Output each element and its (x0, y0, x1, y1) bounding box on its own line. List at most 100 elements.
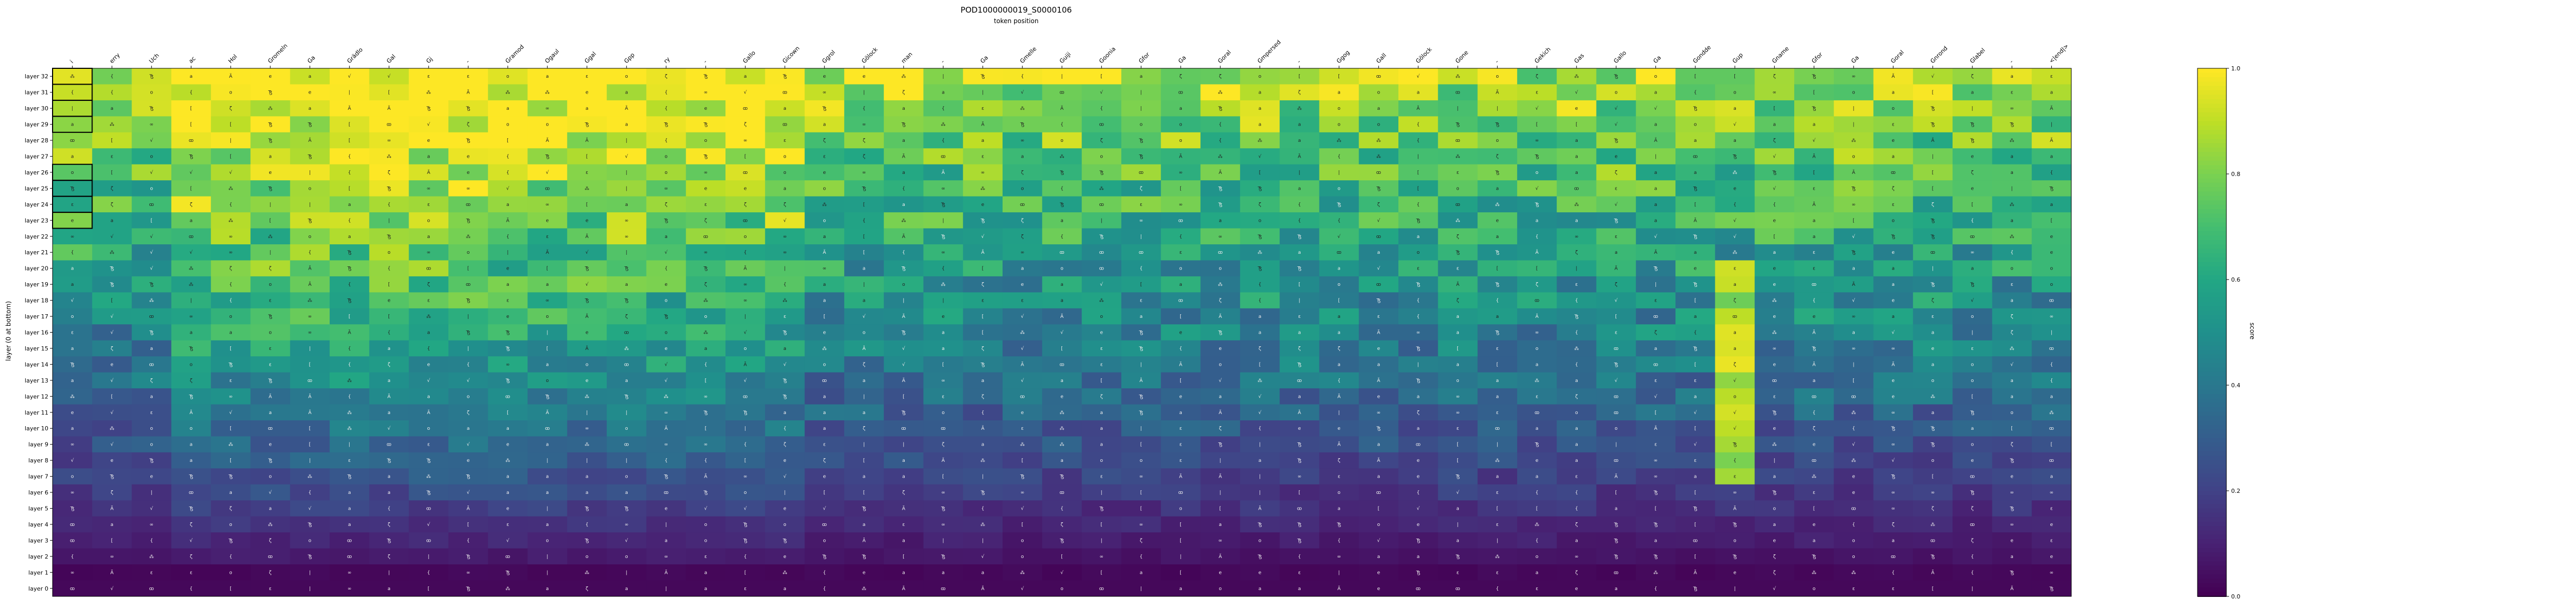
heatmap-cell (171, 356, 211, 373)
heatmap-cell (1200, 420, 1241, 437)
heatmap-cell (1121, 196, 1161, 213)
cell-glyph: a (823, 298, 826, 304)
x-tick-label: Goonia (1098, 46, 1117, 65)
heatmap-cell (53, 68, 93, 85)
cell-glyph: ε (1654, 298, 1657, 304)
cell-glyph: √ (150, 266, 153, 272)
heatmap-cell (171, 100, 211, 117)
heatmap-cell (211, 116, 251, 133)
cell-glyph: o (506, 122, 509, 128)
cell-glyph: ζ (1931, 298, 1934, 304)
heatmap-cell (1358, 244, 1399, 261)
heatmap-cell (1477, 324, 1518, 341)
heatmap-cell (646, 196, 687, 213)
cell-glyph: { (2050, 378, 2053, 384)
heatmap-cell (1319, 420, 1359, 437)
cell-glyph: Ã (1496, 90, 1499, 96)
cell-glyph: ζ (1100, 138, 1103, 143)
cell-glyph: ∞ (1535, 331, 1539, 336)
heatmap-cell (527, 132, 568, 149)
cell-glyph: ⁂ (1535, 522, 1539, 528)
heatmap-cell (884, 260, 924, 277)
heatmap-cell (1635, 372, 1676, 389)
cell-glyph: ∞ (1654, 458, 1658, 463)
heatmap-cell (53, 372, 93, 389)
heatmap-cell (725, 84, 765, 101)
heatmap-cell (1161, 68, 1201, 85)
cell-glyph: Ã (902, 154, 906, 160)
cell-glyph: { (783, 426, 786, 431)
heatmap-cell (963, 260, 1003, 277)
heatmap-cell (1358, 292, 1399, 309)
heatmap-cell (1754, 308, 1795, 325)
heatmap-cell (765, 324, 805, 341)
cell-glyph: ∞ (229, 234, 233, 240)
heatmap-cell (408, 180, 449, 197)
cell-glyph: ζ (190, 378, 192, 384)
heatmap-cell (527, 308, 568, 325)
cell-glyph: Ã (1298, 154, 1302, 160)
heatmap-cell (1240, 356, 1280, 373)
heatmap-cell (290, 228, 330, 245)
cell-glyph: Ꜩ (1930, 234, 1935, 240)
cell-glyph: √ (387, 426, 391, 431)
colorbar-label: score (2248, 323, 2256, 339)
cell-glyph: Ꜩ (1732, 154, 1737, 160)
cell-glyph: ꝏ (347, 554, 352, 560)
cell-glyph: Ꜩ (1495, 250, 1499, 255)
cell-glyph: ꝏ (1099, 122, 1104, 128)
cell-glyph: e (1773, 362, 1776, 367)
heatmap-cell (1161, 404, 1201, 421)
cell-glyph: Ã (1694, 570, 1698, 575)
heatmap-cell (1358, 84, 1399, 101)
heatmap-cell (1280, 276, 1320, 293)
heatmap-cell (1596, 388, 1637, 405)
heatmap-cell (1517, 68, 1557, 85)
heatmap-cell (1477, 452, 1518, 469)
heatmap-cell (1675, 228, 1715, 245)
heatmap-cell (923, 420, 964, 437)
heatmap-cell (1873, 356, 1914, 373)
heatmap-cell (408, 308, 449, 325)
cell-glyph: e (1852, 490, 1855, 496)
heatmap-cell (884, 356, 924, 373)
cell-glyph: ζ (1456, 234, 1459, 240)
colorbar-segment (2197, 262, 2226, 267)
colorbar-segment (2197, 235, 2226, 241)
cell-glyph: | (982, 538, 984, 543)
cell-glyph: ζ (1100, 394, 1103, 399)
heatmap-cell (1477, 292, 1518, 309)
heatmap-cell (1477, 196, 1518, 213)
cell-glyph: e (1337, 426, 1341, 431)
cell-glyph: e (467, 170, 470, 176)
cell-glyph: ε (467, 74, 469, 79)
cell-glyph: a (546, 522, 549, 528)
heatmap-cell (369, 180, 410, 197)
cell-glyph: ꝏ (1376, 282, 1381, 287)
y-tick-label: layer 8 (28, 457, 48, 464)
cell-glyph: ∞ (347, 570, 352, 575)
cell-glyph: ⁂ (941, 282, 946, 287)
heatmap-cell (1675, 388, 1715, 405)
cell-glyph: a (71, 378, 74, 384)
heatmap-cell (1042, 212, 1082, 229)
heatmap-cell (290, 340, 330, 357)
cell-glyph: [ (1536, 122, 1538, 128)
cell-glyph: | (626, 170, 627, 176)
cell-glyph: a (1496, 378, 1499, 384)
heatmap-cell (1873, 372, 1914, 389)
heatmap-cell (1398, 452, 1438, 469)
heatmap-cell (131, 388, 172, 405)
cell-glyph: ∞ (743, 474, 748, 480)
cell-glyph: | (1734, 586, 1735, 592)
heatmap-cell (1042, 116, 1082, 133)
cell-glyph: o (625, 426, 628, 431)
cell-glyph: a (1536, 426, 1539, 431)
heatmap-cell (1280, 500, 1320, 517)
heatmap-cell (1161, 148, 1201, 165)
cell-glyph: e (1496, 218, 1499, 223)
cell-glyph: √ (1614, 378, 1618, 384)
cell-glyph: √ (744, 330, 747, 336)
heatmap-cell (488, 388, 528, 405)
heatmap-cell (646, 228, 687, 245)
